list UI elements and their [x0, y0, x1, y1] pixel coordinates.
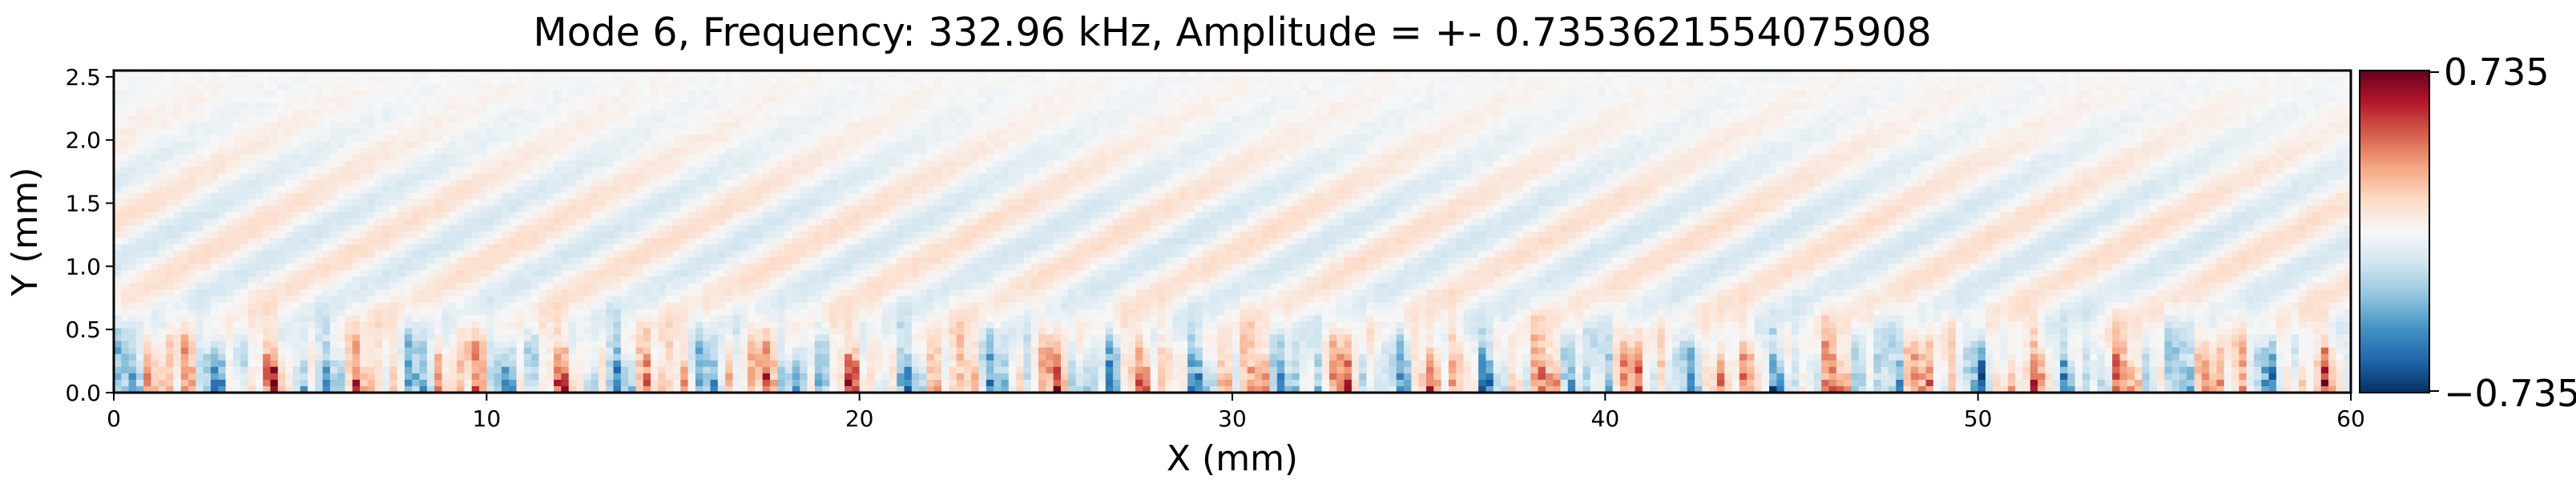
chart-title: Mode 6, Frequency: 332.96 kHz, Amplitude… [533, 10, 1931, 55]
colorbar-min-label: −0.735 [2444, 372, 2576, 415]
colorbar [2360, 71, 2429, 393]
y-tick-label: 2.0 [65, 127, 101, 154]
y-tick-label: 2.5 [65, 64, 101, 91]
x-axis-label: X (mm) [1167, 438, 1298, 479]
y-tick-label: 1.0 [65, 253, 101, 280]
y-axis-label: Y (mm) [5, 167, 46, 297]
x-axis: 0 10 20 30 40 50 60 [107, 393, 2365, 432]
x-tick-label: 60 [2336, 405, 2365, 432]
y-axis: 0.0 0.5 1.0 1.5 2.0 2.5 [65, 64, 114, 406]
x-tick-label: 20 [845, 405, 874, 432]
x-tick-label: 30 [1218, 405, 1247, 432]
heatmap-field [114, 71, 2352, 393]
y-tick-label: 0.0 [65, 380, 101, 406]
x-tick-label: 10 [473, 405, 502, 432]
x-tick-label: 50 [1964, 405, 1993, 432]
x-tick-label: 0 [107, 405, 121, 432]
y-tick-label: 0.5 [65, 317, 101, 343]
x-tick-label: 40 [1591, 405, 1620, 432]
colorbar-max-label: 0.735 [2444, 50, 2550, 94]
y-tick-label: 1.5 [65, 191, 101, 217]
